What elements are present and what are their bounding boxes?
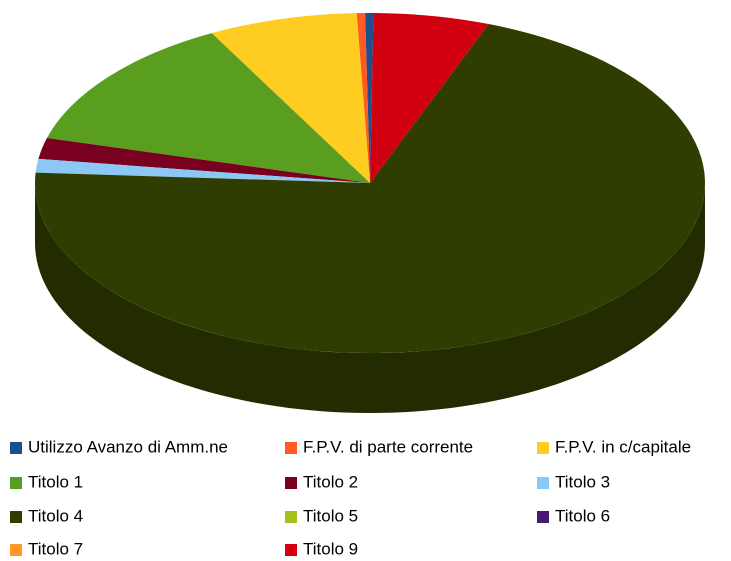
pie-slice: [38, 137, 370, 183]
legend-entry: Titolo 9: [285, 539, 358, 558]
legend-swatch: [285, 511, 297, 523]
legend-label: Utilizzo Avanzo di Amm.ne: [28, 437, 228, 456]
legend-entry: Titolo 7: [10, 539, 83, 558]
legend-entry: Titolo 2: [285, 472, 358, 491]
pie-side: [35, 183, 705, 413]
legend-entry: Titolo 5: [285, 506, 358, 525]
legend-entry: F.P.V. in c/capitale: [537, 437, 691, 456]
legend-label: Titolo 6: [555, 506, 610, 525]
legend-label: Titolo 4: [28, 506, 83, 525]
legend-label: Titolo 5: [303, 506, 358, 525]
legend-swatch: [10, 477, 22, 489]
legend-label: Titolo 9: [303, 539, 358, 558]
legend-label: Titolo 3: [555, 472, 610, 491]
pie-slice: [370, 13, 489, 183]
legend-entry: Titolo 3: [537, 472, 610, 491]
legend-entry: F.P.V. di parte corrente: [285, 437, 473, 456]
legend-label: F.P.V. in c/capitale: [555, 437, 691, 456]
legend-label: Titolo 1: [28, 472, 83, 491]
pie-slice: [46, 33, 371, 184]
legend-entry: Utilizzo Avanzo di Amm.ne: [10, 437, 228, 456]
legend-swatch: [10, 544, 22, 556]
legend-entry: Titolo 4: [10, 506, 83, 525]
pie-slice: [34, 24, 706, 354]
legend-entry: Titolo 6: [537, 506, 610, 525]
legend-swatch: [285, 477, 297, 489]
pie-slice: [356, 13, 370, 184]
pie-slice: [365, 13, 374, 184]
legend-swatch: [285, 442, 297, 454]
legend-swatch: [285, 544, 297, 556]
legend-swatch: [10, 511, 22, 523]
pie-slice: [211, 13, 370, 183]
legend-swatch: [537, 511, 549, 523]
legend-swatch: [537, 442, 549, 454]
legend-label: Titolo 7: [28, 539, 83, 558]
legend-label: F.P.V. di parte corrente: [303, 437, 473, 456]
legend-swatch: [10, 442, 22, 454]
legend-swatch: [537, 477, 549, 489]
legend-entry: Titolo 1: [10, 472, 83, 491]
legend-label: Titolo 2: [303, 472, 358, 491]
pie-slice: [35, 158, 370, 183]
